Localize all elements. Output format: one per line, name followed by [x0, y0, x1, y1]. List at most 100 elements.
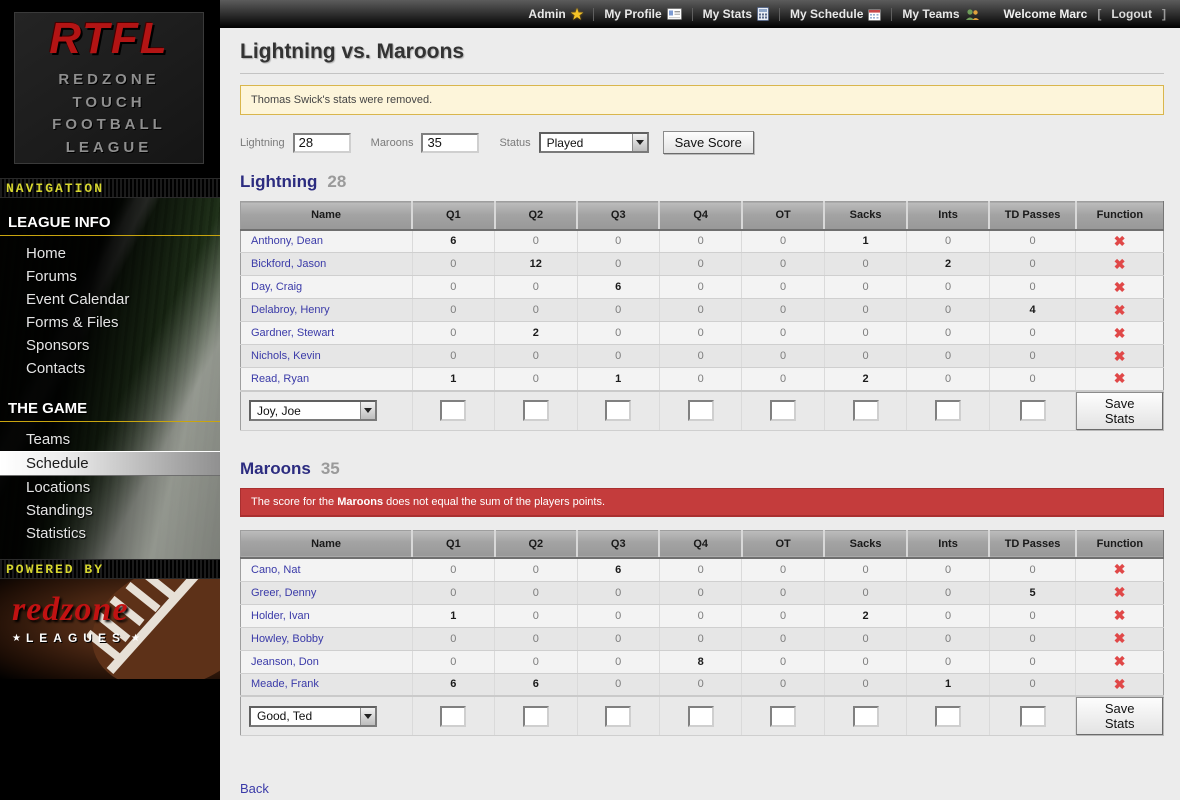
logout-link[interactable]: Logout [1111, 7, 1152, 21]
delete-icon[interactable]: ✖ [1113, 630, 1126, 646]
delete-icon[interactable]: ✖ [1113, 370, 1126, 387]
stat-input-q2[interactable] [522, 705, 549, 727]
stat-cell: 0 [659, 581, 743, 605]
player-row: Bickford, Jason 0 12 0 0 0 0 2 0 ✖ [240, 252, 1164, 276]
delete-icon[interactable]: ✖ [1113, 653, 1126, 669]
topbar-my-schedule-link[interactable]: My Schedule [790, 7, 882, 21]
stat-cell: 0 [906, 627, 990, 651]
delete-icon[interactable]: ✖ [1113, 675, 1126, 692]
stat-input-q3[interactable] [605, 705, 632, 727]
delete-icon[interactable]: ✖ [1113, 561, 1126, 578]
player-link[interactable]: Read, Ryan [251, 372, 310, 385]
stat-cell: 2 [824, 367, 908, 391]
sidebar-item-teams[interactable]: Teams [26, 431, 71, 448]
delete-icon[interactable]: ✖ [1113, 255, 1126, 272]
save-score-button[interactable]: Save Score [662, 131, 754, 154]
sidebar-item-schedule[interactable]: Schedule [0, 451, 220, 476]
delete-icon[interactable]: ✖ [1113, 607, 1126, 623]
stat-input-q2[interactable] [522, 400, 549, 421]
delete-icon[interactable]: ✖ [1113, 278, 1126, 295]
player-link[interactable]: Bickford, Jason [251, 258, 327, 270]
delete-icon[interactable]: ✖ [1113, 301, 1126, 318]
save-stats-button[interactable]: Save Stats [1076, 697, 1163, 735]
topbar-admin-link[interactable]: Admin ★ [528, 5, 584, 22]
stat-cell: 0 [659, 558, 743, 582]
stat-cell: 0 [989, 367, 1077, 391]
topbar-my-stats-link[interactable]: My Stats [703, 7, 770, 21]
stat-cell: 0 [659, 321, 743, 345]
player-link[interactable]: Anthony, Dean [251, 235, 323, 248]
score-form: Lightning Maroons Status Played Save Sco… [240, 131, 1164, 154]
stat-input-tdpasses[interactable] [1019, 400, 1046, 421]
stat-input-q3[interactable] [605, 400, 632, 421]
stat-cell: 6 [412, 229, 496, 253]
stat-input-sacks[interactable] [852, 705, 879, 727]
stat-input-ints[interactable] [935, 705, 962, 727]
player-row: Cano, Nat 0 0 6 0 0 0 0 0 ✖ [240, 558, 1164, 582]
redzone-logo-text: redzone ★ LEAGUES ★ [12, 593, 140, 646]
stat-cell: 12 [494, 252, 578, 276]
sidebar-item-forms-files[interactable]: Forms & Files [26, 314, 119, 331]
stat-cell: 0 [989, 650, 1077, 674]
stat-input-ot[interactable] [770, 400, 797, 421]
player-link[interactable]: Nichols, Kevin [251, 350, 321, 362]
stat-cell: 0 [824, 344, 908, 368]
delete-icon[interactable]: ✖ [1113, 347, 1126, 364]
function-cell: ✖ [1075, 321, 1164, 345]
status-select[interactable]: Played [538, 132, 649, 153]
stat-input-ints[interactable] [935, 400, 962, 421]
stat-input-ot[interactable] [770, 705, 797, 727]
stat-input-q1[interactable] [440, 400, 467, 421]
football-icon [85, 579, 220, 679]
player-link[interactable]: Day, Craig [251, 281, 303, 293]
powered-by-header: POWERED BY [0, 559, 220, 579]
player-link[interactable]: Gardner, Stewart [251, 327, 335, 339]
stat-cell: 0 [741, 275, 825, 299]
player-row: Meade, Frank 6 6 0 0 0 0 1 0 ✖ [240, 673, 1164, 697]
add-player-select[interactable]: Joy, Joe [249, 400, 377, 421]
player-row: Greer, Denny 0 0 0 0 0 0 0 5 ✖ [240, 581, 1164, 605]
player-link[interactable]: Greer, Denny [251, 586, 317, 599]
topbar-my-profile-link[interactable]: My Profile [604, 7, 682, 21]
sidebar-item-contacts[interactable]: Contacts [26, 360, 86, 377]
chevron-down-icon [360, 402, 375, 419]
sidebar-item-locations[interactable]: Locations [26, 479, 91, 496]
stat-cell: 0 [906, 604, 990, 628]
stat-input-q4[interactable] [687, 705, 714, 727]
stat-cell: 0 [741, 252, 825, 276]
delete-icon[interactable]: ✖ [1113, 584, 1126, 600]
player-row: Delabroy, Henry 0 0 0 0 0 0 0 4 ✖ [240, 298, 1164, 322]
player-name-cell: Anthony, Dean [240, 229, 413, 253]
player-link[interactable]: Jeanson, Don [251, 655, 319, 668]
away-score-input[interactable] [421, 132, 480, 153]
stat-input-q4[interactable] [687, 400, 714, 421]
sidebar-item-sponsors[interactable]: Sponsors [26, 337, 90, 354]
redzone-leagues-logo: redzone ★ LEAGUES ★ [0, 579, 220, 679]
back-link[interactable]: Back [240, 781, 269, 796]
stat-input-q1[interactable] [440, 705, 467, 727]
stat-input-sacks[interactable] [852, 400, 879, 421]
save-stats-button[interactable]: Save Stats [1076, 391, 1163, 430]
stat-cell: 6 [577, 558, 660, 582]
sidebar-item-standings[interactable]: Standings [26, 502, 93, 519]
add-player-select-value: Good, Ted [257, 709, 313, 723]
sidebar-item-forums[interactable]: Forums [26, 268, 77, 285]
add-player-select[interactable]: Good, Ted [249, 705, 377, 727]
sidebar-item-event-calendar[interactable]: Event Calendar [26, 291, 130, 308]
player-link[interactable]: Cano, Nat [251, 563, 301, 576]
delete-icon[interactable]: ✖ [1113, 324, 1126, 341]
stat-cell: 0 [906, 558, 990, 582]
player-link[interactable]: Howley, Bobby [251, 632, 324, 645]
delete-icon[interactable]: ✖ [1113, 232, 1126, 249]
player-link[interactable]: Delabroy, Henry [251, 304, 330, 316]
star-icon: ★ [130, 632, 140, 644]
team-name: Maroons [240, 458, 311, 478]
sidebar-item-home[interactable]: Home [26, 245, 67, 262]
player-link[interactable]: Holder, Ivan [251, 609, 310, 622]
topbar-my-teams-link[interactable]: My Teams [902, 7, 979, 21]
home-score-input[interactable] [292, 132, 351, 153]
stat-input-tdpasses[interactable] [1019, 705, 1046, 727]
stat-cell: 0 [741, 581, 825, 605]
player-link[interactable]: Meade, Frank [251, 678, 319, 691]
sidebar-item-statistics[interactable]: Statistics [26, 525, 87, 542]
